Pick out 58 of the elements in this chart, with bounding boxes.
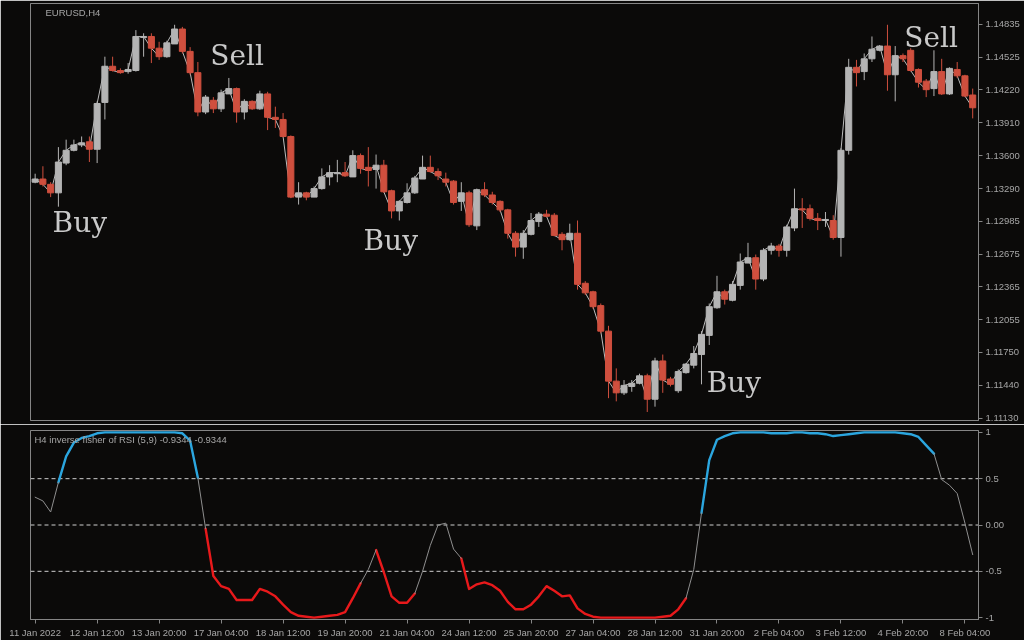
x-tick-label: 11 Jan 2022 [9, 626, 61, 638]
y-tick-label: 1.14525 [985, 51, 1020, 63]
y-tick-label: 1.11440 [985, 379, 1020, 391]
y-tick-label: 1.11130 [985, 412, 1019, 424]
annotation: Buy [706, 366, 762, 400]
candlestick [256, 90, 264, 111]
y-tick-label: 0.00 [985, 519, 1004, 530]
x-tick-label: 8 Feb 04:00 [939, 626, 991, 638]
annotation: Buy [52, 205, 108, 239]
candlestick [85, 135, 93, 163]
x-tick-label: 12 Jan 12:00 [69, 626, 125, 638]
x-tick-label: 24 Jan 12:00 [441, 626, 497, 638]
annotation: Sell [210, 38, 265, 72]
candlestick [852, 59, 860, 87]
x-tick-label: 25 Jan 20:00 [503, 626, 559, 638]
candlestick [643, 373, 651, 413]
y-tick-label: 1.13290 [985, 182, 1020, 194]
y-tick-label: 1.12985 [985, 215, 1020, 227]
x-tick-label: 3 Feb 12:00 [815, 626, 867, 638]
candlestick [372, 154, 380, 190]
y-tick-label: 0.5 [985, 472, 999, 484]
candlestick [891, 45, 899, 102]
annotation: Buy [363, 224, 419, 258]
x-tick-label: 28 Jan 12:00 [627, 626, 683, 638]
x-tick-label: 4 Feb 20:00 [877, 626, 929, 638]
y-tick-label: 1.13910 [985, 116, 1020, 128]
y-tick-label: -0.5 [985, 565, 1002, 577]
y-tick-label: 1.12055 [985, 313, 1020, 325]
x-tick-label: 21 Jan 04:00 [379, 626, 435, 638]
chart-title: EURUSD,H4 [45, 7, 101, 18]
x-tick-label: 17 Jan 04:00 [193, 626, 249, 638]
annotation: Sell [904, 20, 958, 54]
candlestick [202, 94, 210, 115]
x-tick-label: 31 Jan 20:00 [689, 626, 745, 638]
y-tick-label: 1.12675 [985, 248, 1020, 260]
candlestick [240, 98, 248, 120]
candlestick [349, 149, 357, 178]
y-tick-label: 1.13600 [985, 149, 1020, 161]
candlestick [233, 87, 241, 124]
y-tick-label: 1 [985, 426, 991, 438]
x-tick-label: 27 Jan 04:00 [565, 626, 621, 638]
candlestick [775, 243, 783, 258]
candlestick [829, 214, 837, 241]
y-tick-label: 1.12365 [985, 281, 1020, 292]
y-tick-label: -1 [985, 611, 994, 623]
x-tick-label: 19 Jan 20:00 [317, 626, 373, 638]
candlestick [752, 254, 760, 291]
y-tick-label: 1.14835 [985, 18, 1020, 30]
y-tick-label: 1.14220 [985, 83, 1020, 95]
candlestick [295, 181, 303, 206]
candlestick [938, 58, 946, 96]
candlestick [930, 49, 938, 97]
y-tick-label: 1.11750 [985, 346, 1020, 358]
candlestick [457, 181, 465, 212]
x-tick-label: 13 Jan 20:00 [131, 626, 187, 638]
x-tick-label: 2 Feb 04:00 [753, 626, 805, 638]
candlestick [341, 161, 349, 178]
x-tick-label: 18 Jan 12:00 [255, 626, 311, 638]
